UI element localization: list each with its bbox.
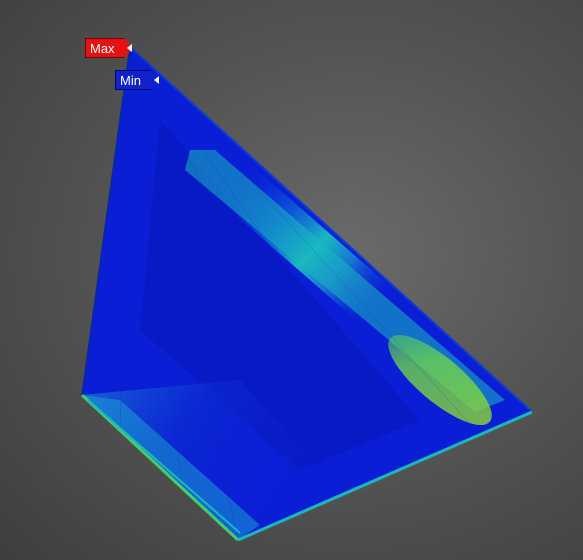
right-edge [129, 46, 533, 413]
mesh-lines [119, 47, 481, 540]
bottom-right-edge [237, 410, 533, 542]
lower-edge-region [82, 380, 330, 540]
bottom-left-edge-inner [87, 399, 241, 534]
low-stress-region [140, 120, 420, 470]
triangle-pin-icon [127, 44, 132, 52]
left-edge [81, 46, 131, 396]
max-probe-label[interactable]: Max [85, 38, 133, 58]
lower-edge-band [82, 395, 260, 540]
bottom-left-edge [80, 393, 240, 542]
triangle-pin-icon [154, 76, 159, 84]
high-stress-zone [388, 334, 492, 426]
min-probe-label[interactable]: Min [115, 70, 160, 90]
